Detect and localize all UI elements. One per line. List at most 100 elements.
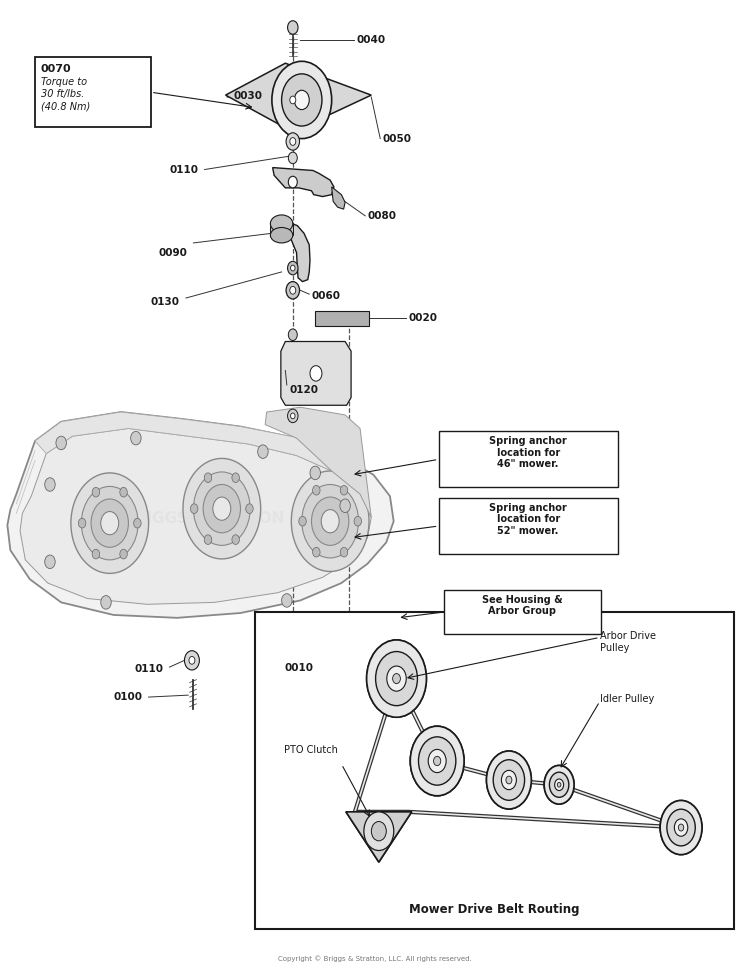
Circle shape: [433, 757, 441, 766]
Text: Mower Drive Belt Routing: Mower Drive Belt Routing: [410, 903, 580, 916]
Circle shape: [294, 90, 309, 109]
Text: See Housing &
Arbor Group: See Housing & Arbor Group: [482, 595, 562, 616]
Circle shape: [287, 262, 298, 275]
Circle shape: [393, 673, 400, 683]
Circle shape: [310, 365, 322, 381]
Circle shape: [313, 485, 320, 495]
Circle shape: [78, 518, 86, 528]
Circle shape: [367, 640, 427, 717]
Circle shape: [321, 510, 339, 533]
Circle shape: [232, 535, 239, 545]
Circle shape: [290, 266, 295, 271]
Circle shape: [506, 776, 512, 784]
Text: 0060: 0060: [311, 291, 340, 301]
Circle shape: [290, 413, 295, 419]
Circle shape: [354, 516, 362, 526]
Circle shape: [291, 471, 369, 572]
Circle shape: [502, 770, 516, 790]
Bar: [271, 223, 292, 235]
Circle shape: [290, 287, 296, 295]
Polygon shape: [273, 168, 334, 197]
Text: 0130: 0130: [151, 297, 180, 307]
Circle shape: [487, 751, 531, 809]
Circle shape: [419, 736, 456, 785]
Circle shape: [428, 749, 446, 772]
Circle shape: [91, 499, 128, 547]
Circle shape: [494, 760, 524, 800]
Circle shape: [667, 809, 695, 846]
Text: 0040: 0040: [356, 35, 386, 45]
Circle shape: [387, 666, 406, 691]
Text: Torque to: Torque to: [41, 77, 87, 87]
Circle shape: [134, 518, 141, 528]
Text: 30 ft/lbs.: 30 ft/lbs.: [41, 89, 84, 99]
Text: 0070: 0070: [41, 64, 71, 75]
Circle shape: [204, 473, 212, 483]
Polygon shape: [332, 187, 345, 209]
Circle shape: [502, 770, 516, 790]
Circle shape: [674, 819, 688, 836]
Circle shape: [487, 751, 531, 809]
Text: BRIGGS STRATTON: BRIGGS STRATTON: [122, 511, 284, 526]
Circle shape: [290, 138, 296, 145]
Circle shape: [310, 466, 320, 480]
Circle shape: [288, 152, 297, 164]
Bar: [444, 590, 601, 635]
Circle shape: [288, 176, 297, 188]
Text: 0110: 0110: [134, 664, 164, 674]
Circle shape: [213, 497, 231, 520]
Circle shape: [555, 779, 563, 791]
Circle shape: [674, 819, 688, 836]
Circle shape: [281, 74, 322, 126]
Circle shape: [340, 547, 348, 557]
Circle shape: [120, 487, 128, 497]
Polygon shape: [226, 63, 371, 132]
Circle shape: [544, 766, 574, 804]
Circle shape: [258, 445, 268, 458]
Polygon shape: [8, 412, 394, 618]
Circle shape: [100, 512, 118, 535]
Circle shape: [130, 431, 141, 445]
Circle shape: [387, 666, 406, 691]
Circle shape: [56, 436, 67, 450]
Bar: [256, 612, 734, 929]
Circle shape: [183, 458, 261, 559]
Bar: [315, 311, 369, 326]
Circle shape: [544, 766, 574, 804]
Text: Spring anchor
location for
46" mower.: Spring anchor location for 46" mower.: [489, 436, 567, 469]
Circle shape: [667, 809, 695, 846]
Circle shape: [364, 812, 394, 851]
Text: 0080: 0080: [368, 211, 397, 221]
Text: Idler Pulley: Idler Pulley: [600, 695, 654, 704]
Circle shape: [194, 472, 250, 546]
Circle shape: [410, 726, 464, 796]
Text: 0090: 0090: [158, 248, 188, 258]
Circle shape: [678, 824, 684, 831]
Text: Spring anchor
location for
52" mower.: Spring anchor location for 52" mower.: [489, 503, 567, 536]
Polygon shape: [346, 812, 412, 862]
Circle shape: [288, 328, 297, 340]
Circle shape: [550, 772, 568, 797]
Circle shape: [419, 736, 456, 785]
Circle shape: [100, 596, 111, 610]
Ellipse shape: [271, 228, 292, 243]
Circle shape: [71, 473, 148, 574]
Circle shape: [660, 800, 702, 855]
Ellipse shape: [271, 215, 292, 233]
Circle shape: [81, 486, 138, 560]
Bar: [35, 57, 151, 127]
Circle shape: [364, 812, 394, 851]
Text: 0110: 0110: [170, 165, 199, 174]
Circle shape: [340, 485, 348, 495]
Circle shape: [45, 555, 56, 569]
Polygon shape: [20, 428, 371, 605]
Circle shape: [340, 499, 350, 513]
Circle shape: [298, 516, 306, 526]
Circle shape: [246, 504, 254, 514]
Circle shape: [555, 779, 563, 791]
Circle shape: [272, 61, 332, 139]
Polygon shape: [271, 223, 310, 282]
Circle shape: [367, 640, 427, 717]
Polygon shape: [280, 341, 351, 405]
Circle shape: [660, 800, 702, 855]
